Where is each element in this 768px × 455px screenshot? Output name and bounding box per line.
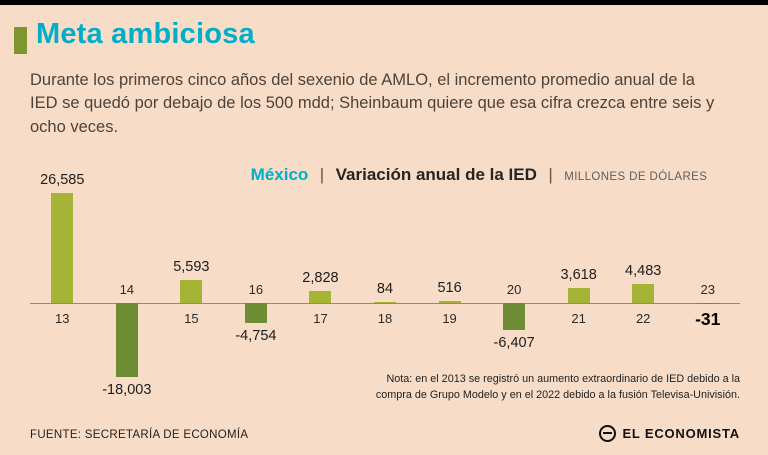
bar-column: -18,003 14 — [95, 163, 160, 403]
year-label: 18 — [377, 311, 393, 326]
year-label: 21 — [571, 311, 586, 326]
year-label: 19 — [442, 311, 457, 326]
bar-column: 2,828 17 — [288, 163, 353, 403]
bar-column: 84 18 — [353, 163, 418, 403]
year-label: 13 — [55, 311, 70, 326]
value-label: -31 — [695, 309, 721, 329]
value-label: 2,828 — [302, 270, 339, 287]
el-economista-logo-icon — [599, 425, 617, 442]
source-label: FUENTE: SECRETARÍA DE ECONOMÍA — [30, 429, 249, 441]
bar-column: 26,585 13 — [30, 163, 95, 403]
bar — [503, 303, 526, 330]
year-label: 17 — [313, 311, 328, 326]
publisher-brand: EL ECONOMISTA — [599, 425, 740, 442]
bar-column: -4,754 16 — [224, 163, 289, 403]
bar-column: 516 19 — [417, 163, 482, 403]
value-label: 3,618 — [560, 267, 597, 284]
chart-title: Variación anual de la IED — [335, 165, 537, 184]
title-accent-square — [14, 27, 27, 54]
zero-baseline — [30, 303, 740, 304]
value-label: -18,003 — [102, 382, 152, 399]
chart-header-separator: | — [319, 165, 325, 184]
bar-chart: 26,585 13 -18,003 14 5,593 15 -4,754 16 2,828 17 8… — [30, 163, 740, 403]
bar — [309, 291, 332, 303]
year-label: 15 — [184, 311, 199, 326]
chart-header-separator: | — [548, 165, 553, 184]
intro-paragraph: Durante los primeros cinco años del sexe… — [30, 71, 715, 136]
year-label: 14 — [119, 282, 135, 297]
bar-column: 3,618 21 — [546, 163, 611, 403]
bar — [374, 302, 396, 303]
bar-column: -6,407 20 — [482, 163, 547, 403]
bar-column: -31 23 — [675, 163, 740, 403]
bar — [567, 288, 590, 303]
value-label: 516 — [437, 279, 462, 296]
value-label: 4,483 — [625, 263, 662, 280]
bar — [696, 303, 719, 304]
bar-column: 4,483 22 — [611, 163, 676, 403]
value-label: 26,585 — [40, 172, 85, 188]
bar — [115, 303, 138, 378]
chart-country-label: México — [250, 165, 309, 184]
value-label: 5,593 — [173, 258, 210, 275]
page-title: Meta ambiciosa — [36, 18, 255, 50]
value-label: 84 — [376, 281, 394, 297]
publisher-name: EL ECONOMISTA — [622, 426, 740, 441]
bar — [180, 279, 203, 303]
value-label: -6,407 — [493, 334, 535, 351]
value-label: -4,754 — [235, 327, 277, 344]
footnote: Nota: en el 2013 se registró un aumento … — [375, 373, 740, 402]
bar — [632, 284, 655, 303]
bar-column: 5,593 15 — [159, 163, 224, 403]
year-label: 20 — [506, 282, 522, 297]
year-label: 22 — [635, 311, 651, 326]
chart-units-label: MILLONES DE DÓLARES — [564, 171, 708, 183]
bar — [244, 303, 267, 323]
bar — [438, 300, 461, 303]
year-label: 23 — [700, 282, 715, 297]
chart-header: México | Variación anual de la IED | MIL… — [190, 165, 768, 185]
year-label: 16 — [248, 282, 264, 297]
bar — [51, 193, 74, 303]
